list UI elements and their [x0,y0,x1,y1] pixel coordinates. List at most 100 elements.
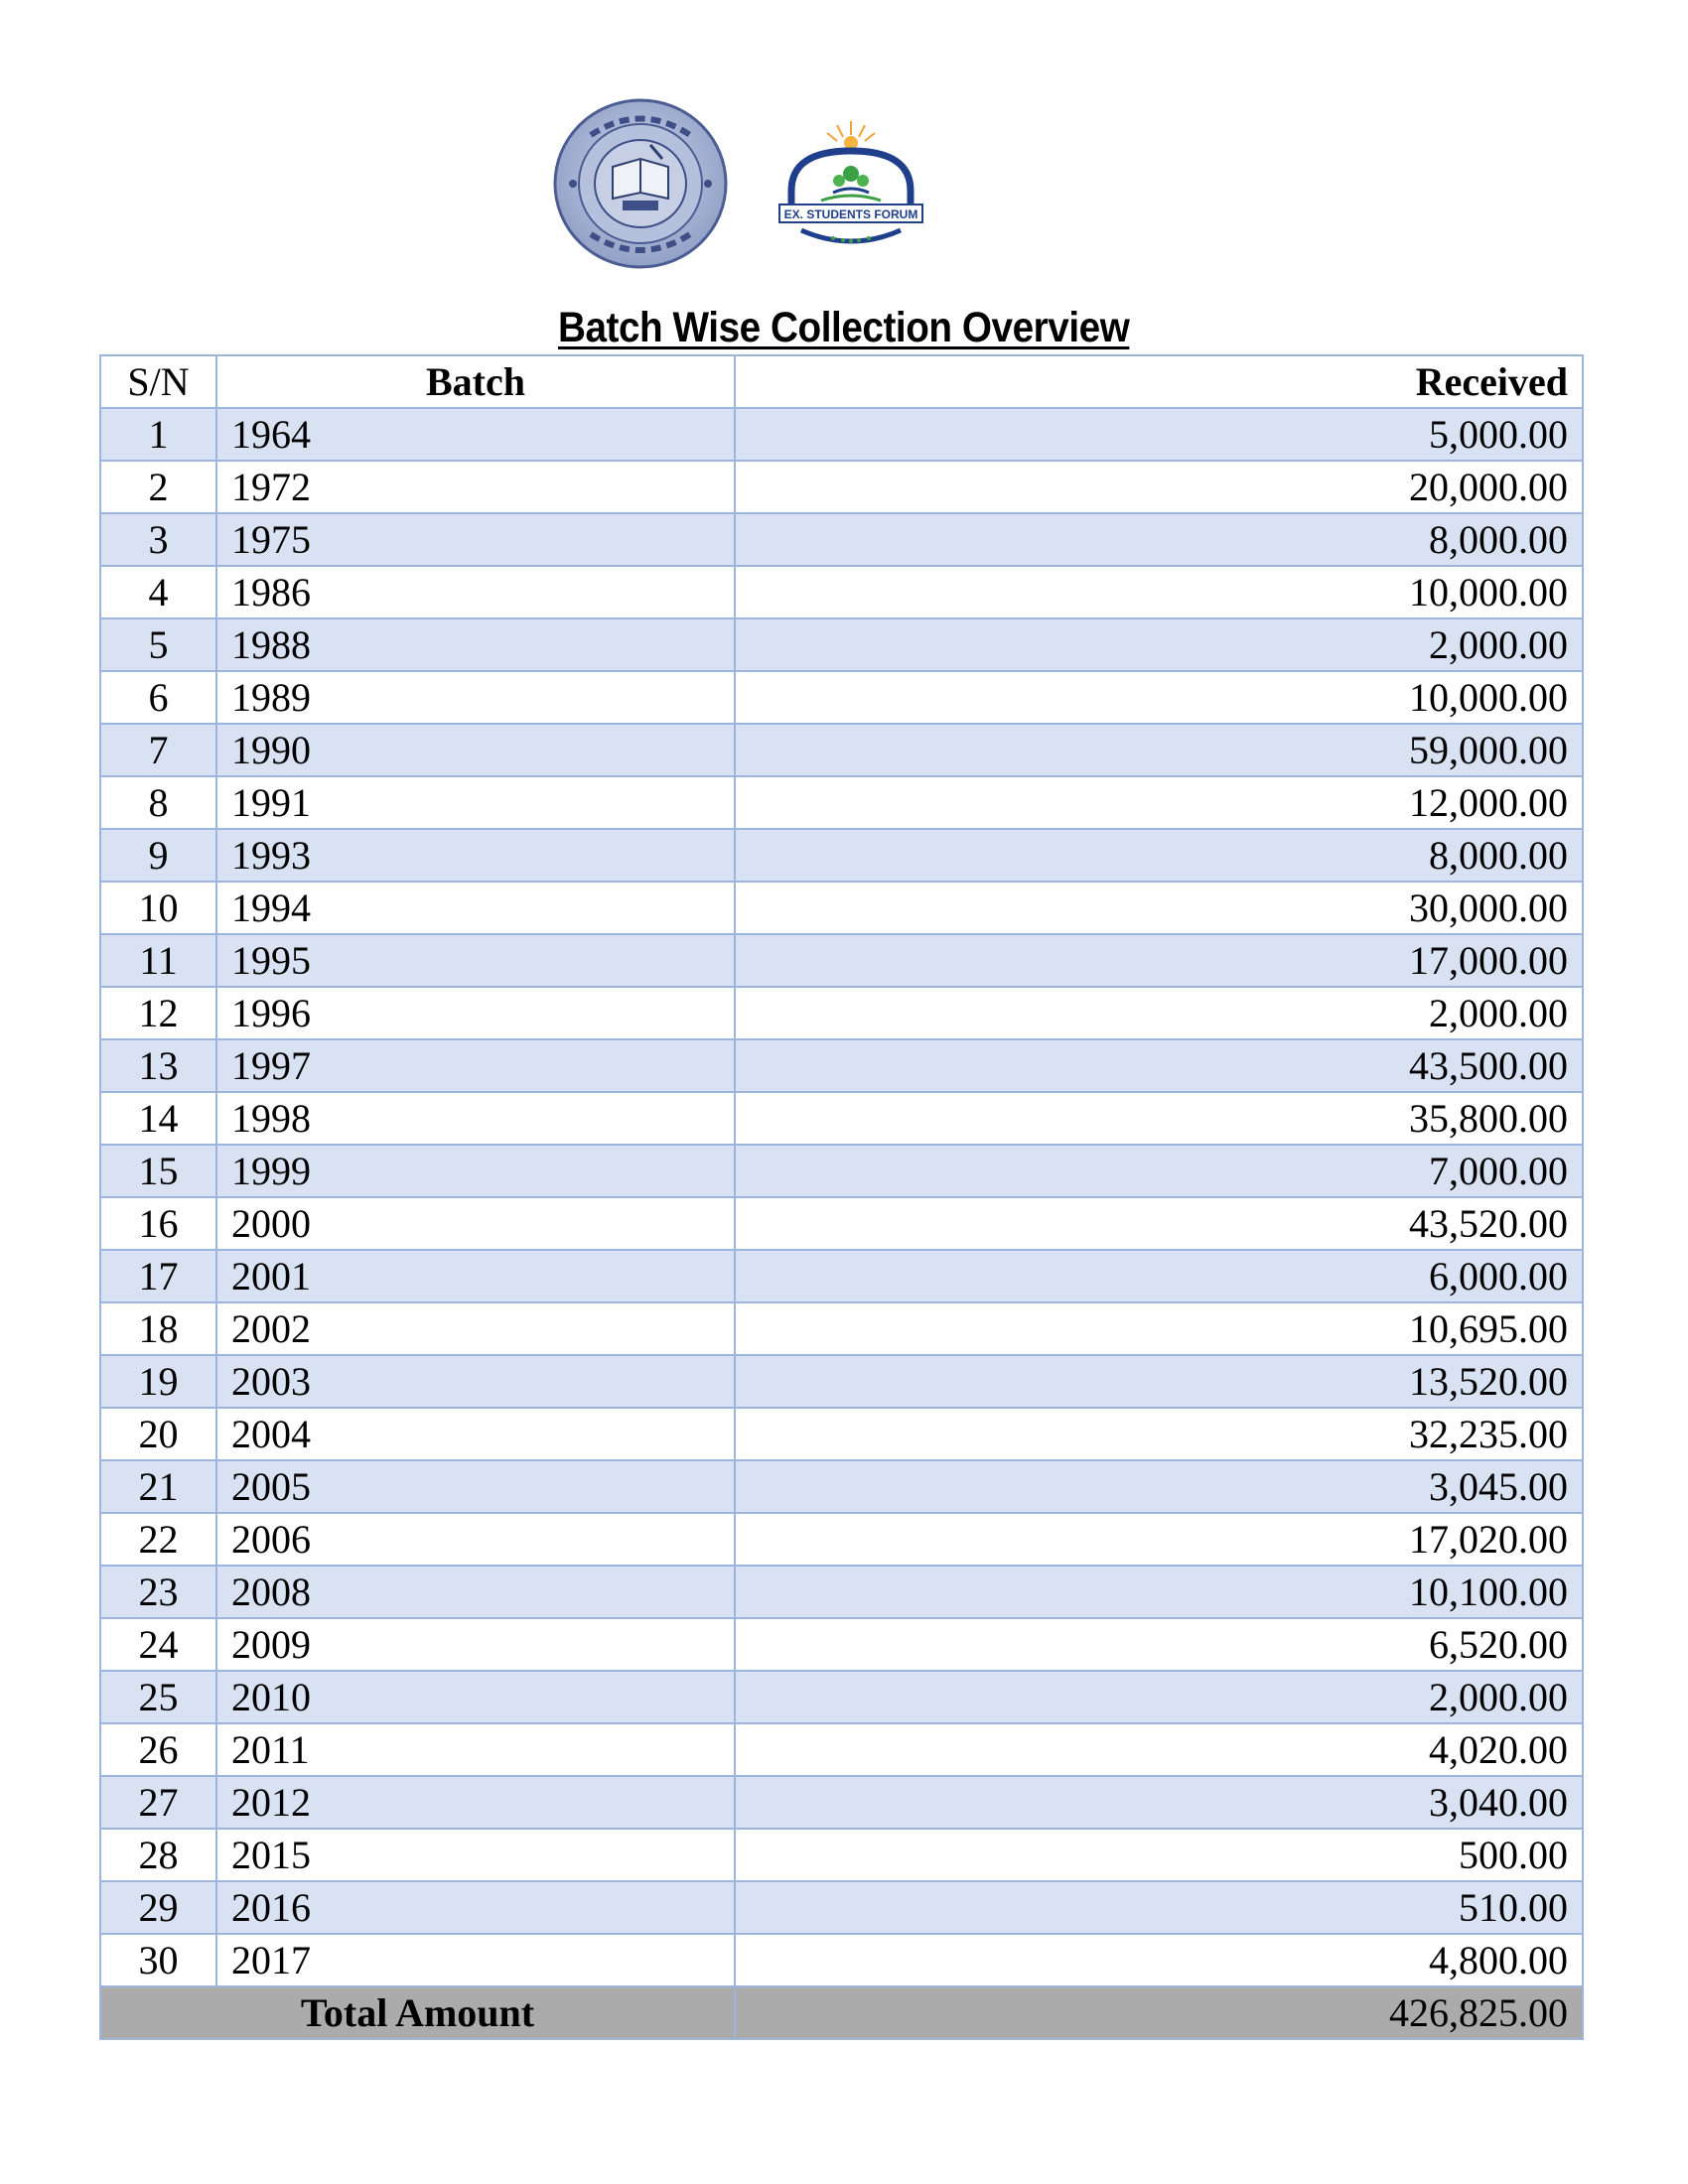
received-cell: 8,000.00 [734,512,1584,567]
sn-cell: 6 [99,670,217,725]
sn-cell: 16 [99,1196,217,1251]
received-cell: 6,000.00 [734,1249,1584,1303]
batch-cell: 2003 [215,1354,736,1409]
batch-cell: 1999 [215,1144,736,1198]
total-row: Total Amount 426,825.00 [99,1985,1584,2040]
received-cell: 8,000.00 [734,828,1584,883]
batch-cell: 1986 [215,565,736,619]
table-row: 18 2002 10,695.00 [99,1301,1584,1356]
sn-cell: 20 [99,1407,217,1461]
batch-cell: 2000 [215,1196,736,1251]
sn-cell: 14 [99,1091,217,1146]
table-row: 12 1996 2,000.00 [99,986,1584,1040]
batch-cell: 2009 [215,1617,736,1672]
table-row: 23 2008 10,100.00 [99,1565,1584,1619]
sn-cell: 5 [99,617,217,672]
received-cell: 20,000.00 [734,460,1584,514]
sn-cell: 26 [99,1722,217,1777]
page-title-text: Batch Wise Collection Overview [558,304,1130,351]
table-row: 28 2015 500.00 [99,1828,1584,1882]
received-cell: 7,000.00 [734,1144,1584,1198]
batch-cell: 1990 [215,723,736,777]
batch-cell: 1993 [215,828,736,883]
sn-cell: 30 [99,1933,217,1987]
forum-logo-text: EX. STUDENTS FORUM [784,207,918,221]
sn-cell: 9 [99,828,217,883]
table-row: 25 2010 2,000.00 [99,1670,1584,1724]
table-row: 14 1998 35,800.00 [99,1091,1584,1146]
received-cell: 32,235.00 [734,1407,1584,1461]
batch-cell: 2011 [215,1722,736,1777]
batch-cell: 1995 [215,933,736,988]
batch-cell: 1991 [215,775,736,830]
sn-cell: 11 [99,933,217,988]
table-row: 24 2009 6,520.00 [99,1617,1584,1672]
received-cell: 30,000.00 [734,881,1584,935]
table-row: 15 1999 7,000.00 [99,1144,1584,1198]
table-row: 1 1964 5,000.00 [99,407,1584,462]
sn-cell: 24 [99,1617,217,1672]
table-row: 11 1995 17,000.00 [99,933,1584,988]
sn-cell: 15 [99,1144,217,1198]
sn-cell: 3 [99,512,217,567]
table-row: 30 2017 4,800.00 [99,1933,1584,1987]
batch-cell: 2016 [215,1880,736,1935]
logo-area: EX. STUDENTS FORUM [551,97,928,276]
total-label: Total Amount [99,1985,736,2040]
sn-cell: 25 [99,1670,217,1724]
received-cell: 500.00 [734,1828,1584,1882]
received-cell: 12,000.00 [734,775,1584,830]
sn-cell: 28 [99,1828,217,1882]
table-row: 9 1993 8,000.00 [99,828,1584,883]
batch-cell: 1964 [215,407,736,462]
table-row: 13 1997 43,500.00 [99,1038,1584,1093]
received-cell: 2,000.00 [734,986,1584,1040]
table-row: 7 1990 59,000.00 [99,723,1584,777]
school-seal-logo [553,98,728,269]
sn-cell: 7 [99,723,217,777]
table-row: 20 2004 32,235.00 [99,1407,1584,1461]
sn-cell: 27 [99,1775,217,1830]
received-cell: 2,000.00 [734,1670,1584,1724]
sn-cell: 19 [99,1354,217,1409]
table-row: 4 1986 10,000.00 [99,565,1584,619]
batch-cell: 2010 [215,1670,736,1724]
sn-cell: 13 [99,1038,217,1093]
batch-cell: 2006 [215,1512,736,1567]
header-batch: Batch [215,354,736,409]
batch-cell: 2008 [215,1565,736,1619]
batch-cell: 2015 [215,1828,736,1882]
batch-cell: 2005 [215,1459,736,1514]
batch-cell: 2012 [215,1775,736,1830]
table-row: 21 2005 3,045.00 [99,1459,1584,1514]
batch-cell: 1988 [215,617,736,672]
received-cell: 17,020.00 [734,1512,1584,1567]
sn-cell: 8 [99,775,217,830]
table-row: 10 1994 30,000.00 [99,881,1584,935]
table-row: 27 2012 3,040.00 [99,1775,1584,1830]
sn-cell: 1 [99,407,217,462]
table-row: 3 1975 8,000.00 [99,512,1584,567]
sn-cell: 22 [99,1512,217,1567]
sn-cell: 12 [99,986,217,1040]
total-value: 426,825.00 [734,1985,1584,2040]
header-sn: S/N [99,354,217,409]
received-cell: 4,020.00 [734,1722,1584,1777]
collection-table: S/N Batch Received 1 1964 5,000.00 2 1972 20,… [99,354,1584,2040]
received-cell: 59,000.00 [734,723,1584,777]
table-body: 1 1964 5,000.00 2 1972 20,000.00 3 1975 8,000.00… [99,407,1584,1987]
received-cell: 2,000.00 [734,617,1584,672]
table-row: 6 1989 10,000.00 [99,670,1584,725]
table-row: 19 2003 13,520.00 [99,1354,1584,1409]
batch-cell: 1998 [215,1091,736,1146]
received-cell: 10,100.00 [734,1565,1584,1619]
batch-cell: 2017 [215,1933,736,1987]
sn-cell: 2 [99,460,217,514]
sn-cell: 4 [99,565,217,619]
batch-cell: 1997 [215,1038,736,1093]
batch-cell: 2004 [215,1407,736,1461]
received-cell: 43,500.00 [734,1038,1584,1093]
received-cell: 10,000.00 [734,565,1584,619]
batch-cell: 2002 [215,1301,736,1356]
batch-cell: 1994 [215,881,736,935]
